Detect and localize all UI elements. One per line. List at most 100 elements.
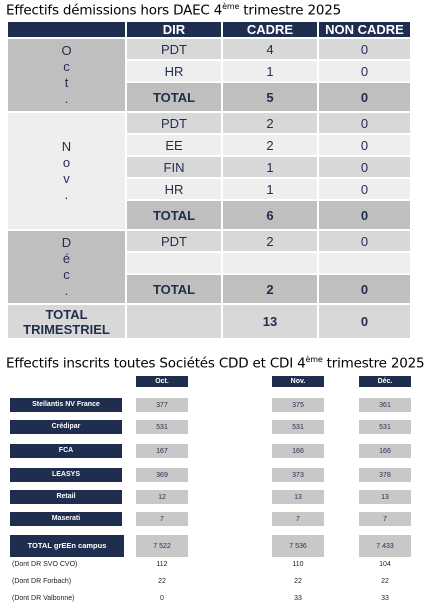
title-demissions: Effectifs démissions hors DAEC 4ème trim… bbox=[6, 2, 342, 19]
company-label: Retail bbox=[10, 490, 122, 504]
company-value: 167 bbox=[136, 444, 188, 458]
company-value: 7 536 bbox=[272, 535, 324, 557]
table-row: TOTAL 2 0 bbox=[8, 273, 410, 304]
cell-noncadre bbox=[317, 251, 410, 274]
cell-noncadre: 0 bbox=[317, 133, 410, 156]
sub-value: 110 bbox=[292, 561, 304, 568]
sub-value: 112 bbox=[156, 561, 168, 568]
table-row: TOTAL 6 0 bbox=[8, 199, 410, 230]
company-value: 7 bbox=[359, 512, 411, 526]
cell-dir: PDT bbox=[125, 37, 222, 60]
cell-dir: FIN bbox=[125, 155, 222, 178]
sub-value: 22 bbox=[158, 578, 166, 585]
company-value: 377 bbox=[136, 398, 188, 412]
cell-noncadre: 0 bbox=[317, 111, 410, 134]
cell-cadre: 1 bbox=[221, 155, 318, 178]
sub-label: (Dont DR Forbach) bbox=[12, 578, 72, 585]
company-value: 7 522 bbox=[136, 535, 188, 557]
company-value: 373 bbox=[272, 468, 324, 482]
sub-value: 104 bbox=[379, 561, 391, 568]
cell-dir: TOTAL bbox=[125, 273, 222, 304]
cell-noncadre: 0 bbox=[317, 229, 410, 252]
table-row: N o v . PDT 2 0 bbox=[8, 111, 410, 230]
company-value: 361 bbox=[359, 398, 411, 412]
cell-noncadre: 0 bbox=[317, 37, 410, 60]
cell-dir: TOTAL bbox=[125, 81, 222, 112]
company-value: 378 bbox=[359, 468, 411, 482]
cell-cadre bbox=[221, 251, 318, 274]
company-value: 375 bbox=[272, 398, 324, 412]
grand-total-cadre: 13 bbox=[221, 303, 318, 338]
company-value: 369 bbox=[136, 468, 188, 482]
company-value: 166 bbox=[359, 444, 411, 458]
cell-dir: TOTAL bbox=[125, 199, 222, 230]
company-label: Stellantis NV France bbox=[10, 398, 122, 412]
company-label: Crédipar bbox=[10, 420, 122, 434]
company-label: LEASYS bbox=[10, 468, 122, 482]
company-label: TOTAL grEEn campus bbox=[10, 535, 124, 557]
cell-cadre: 4 bbox=[221, 37, 318, 60]
cell-noncadre: 0 bbox=[317, 199, 410, 230]
cell-noncadre: 0 bbox=[317, 59, 410, 82]
cell-cadre: 6 bbox=[221, 199, 318, 230]
month-label: O c t . bbox=[8, 37, 126, 112]
company-value: 13 bbox=[272, 490, 324, 504]
cell-cadre: 2 bbox=[221, 229, 318, 252]
demissions-table: DIR CADRE NON CADRE O c t . PDT 4 0 HR 1 0 TOTA… bbox=[8, 22, 410, 338]
table-row: HR 1 0 bbox=[8, 59, 410, 82]
grand-total-noncadre: 0 bbox=[317, 303, 410, 338]
sub-value: 33 bbox=[294, 595, 302, 602]
sub-value: 33 bbox=[381, 595, 389, 602]
company-value: 12 bbox=[136, 490, 188, 504]
cell-cadre: 5 bbox=[221, 81, 318, 112]
grand-total-row: TOTAL TRIMESTRIEL 13 0 bbox=[8, 303, 410, 338]
month-header: Oct. bbox=[136, 376, 188, 387]
cell-dir bbox=[125, 251, 222, 274]
grand-total-label-line2: TRIMESTRIEL bbox=[23, 321, 110, 337]
sub-value: 0 bbox=[160, 595, 164, 602]
grand-total-dir bbox=[125, 303, 222, 338]
cell-dir: HR bbox=[125, 177, 222, 200]
grand-total-label-line1: TOTAL bbox=[45, 306, 88, 322]
table-row bbox=[8, 251, 410, 274]
cell-dir: EE bbox=[125, 133, 222, 156]
company-value: 531 bbox=[136, 420, 188, 434]
sub-label: (Dont DR Valbonne) bbox=[12, 595, 75, 602]
cell-cadre: 2 bbox=[221, 133, 318, 156]
table-row: HR 1 0 bbox=[8, 177, 410, 200]
sub-label: (Dont DR SVO CVO) bbox=[12, 561, 78, 568]
month-text: D é c . bbox=[61, 235, 72, 298]
month-text: N o v . bbox=[61, 139, 72, 202]
cell-noncadre: 0 bbox=[317, 177, 410, 200]
cell-noncadre: 0 bbox=[317, 81, 410, 112]
cell-cadre: 2 bbox=[221, 273, 318, 304]
header-cadre: CADRE bbox=[221, 22, 318, 38]
company-value: 7 bbox=[136, 512, 188, 526]
month-label: D é c . bbox=[8, 229, 126, 304]
company-label: FCA bbox=[10, 444, 122, 458]
month-header: Nov. bbox=[272, 376, 324, 387]
grand-total-label: TOTAL TRIMESTRIEL bbox=[8, 303, 126, 338]
cell-dir: HR bbox=[125, 59, 222, 82]
cell-cadre: 1 bbox=[221, 59, 318, 82]
table-row: FIN 1 0 bbox=[8, 155, 410, 178]
month-label: N o v . bbox=[8, 111, 126, 230]
table-header-row: DIR CADRE NON CADRE bbox=[8, 22, 410, 38]
company-value: 166 bbox=[272, 444, 324, 458]
company-label: Maserati bbox=[10, 512, 122, 526]
header-corner bbox=[8, 22, 126, 38]
table-row: D é c . PDT 2 0 bbox=[8, 229, 410, 304]
table-row: TOTAL 5 0 bbox=[8, 81, 410, 112]
company-value: 13 bbox=[359, 490, 411, 504]
table-row: O c t . PDT 4 0 bbox=[8, 37, 410, 112]
month-text: O c t . bbox=[61, 43, 72, 106]
table-row: EE 2 0 bbox=[8, 133, 410, 156]
company-value: 531 bbox=[359, 420, 411, 434]
cell-dir: PDT bbox=[125, 111, 222, 134]
sub-value: 22 bbox=[294, 578, 302, 585]
cell-cadre: 2 bbox=[221, 111, 318, 134]
company-value: 7 bbox=[272, 512, 324, 526]
cell-dir: PDT bbox=[125, 229, 222, 252]
cell-noncadre: 0 bbox=[317, 273, 410, 304]
sub-value: 22 bbox=[381, 578, 389, 585]
